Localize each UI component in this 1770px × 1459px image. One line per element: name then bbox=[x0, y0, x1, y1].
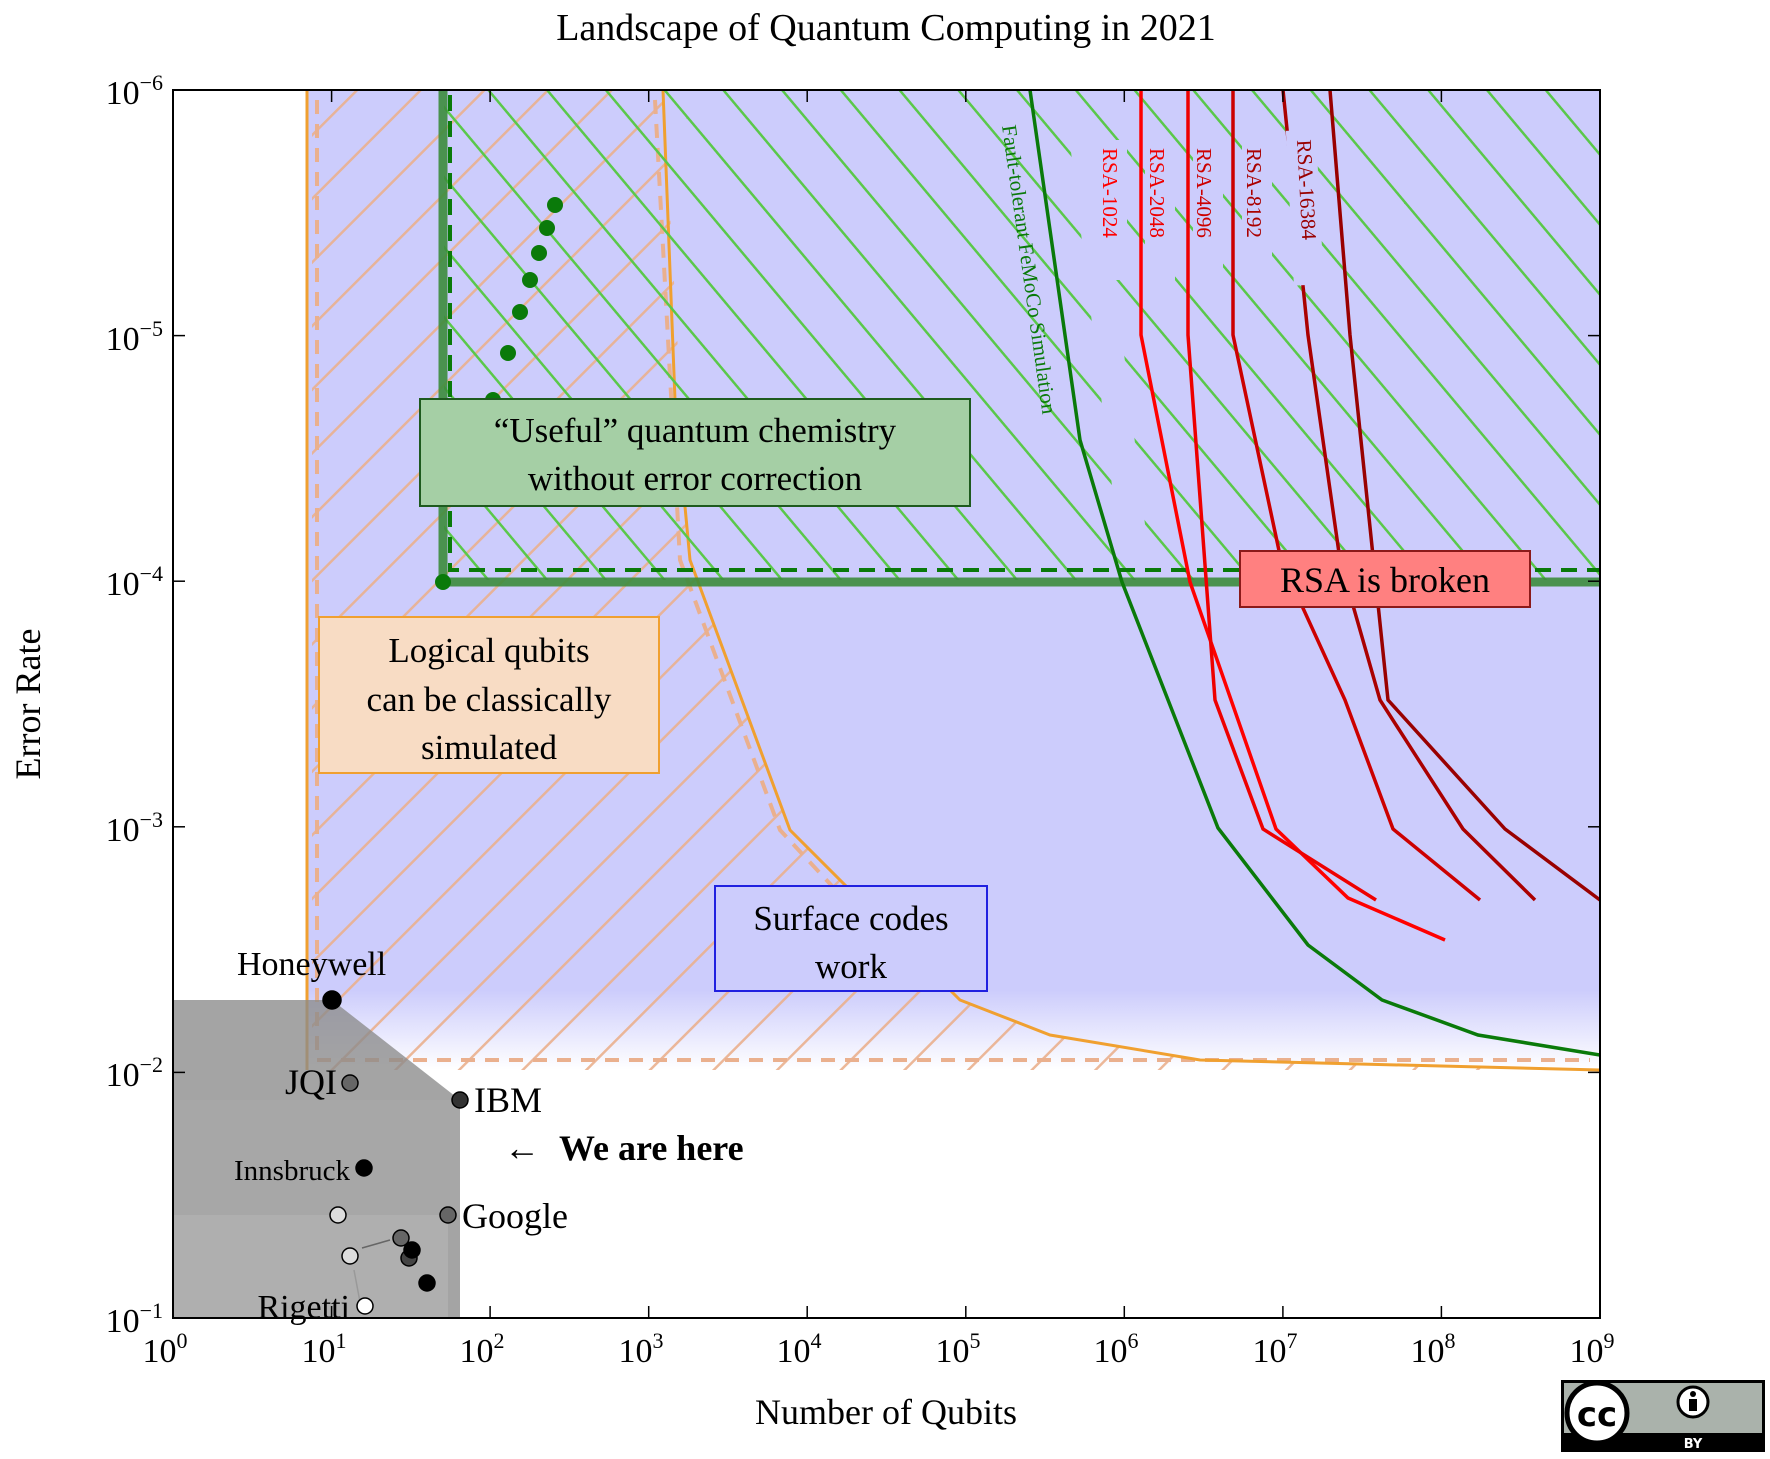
innsbruck-point bbox=[355, 1159, 373, 1177]
rigetti-point bbox=[356, 1297, 374, 1315]
we-are-here-annotation: ← We are here bbox=[504, 1128, 744, 1168]
svg-text:without error correction: without error correction bbox=[528, 459, 862, 498]
svg-text:can be classically: can be classically bbox=[367, 680, 612, 719]
honeywell-label: Honeywell bbox=[237, 946, 386, 983]
y-major-ticks bbox=[173, 334, 1600, 1074]
svg-text:“Useful” quantum chemistry: “Useful” quantum chemistry bbox=[494, 411, 897, 450]
rsa-4096-label: RSA-4096 bbox=[1192, 148, 1216, 238]
by-text: BY bbox=[1684, 1437, 1703, 1452]
svg-text:10−1: 10−1 bbox=[106, 1298, 163, 1340]
rsa-2048-label: RSA-2048 bbox=[1145, 148, 1169, 238]
ibm-label: IBM bbox=[474, 1080, 542, 1120]
rsa-8192-curve bbox=[1281, 90, 1537, 902]
useful-chemistry-label: “Useful” quantum chemistry without error… bbox=[419, 398, 971, 507]
rsa-8192-label: RSA-8192 bbox=[1242, 148, 1266, 238]
rsa-16384-label: RSA-16384 bbox=[1292, 139, 1321, 241]
rigetti-label: Rigetti bbox=[257, 1289, 350, 1326]
svg-text:10−5: 10−5 bbox=[106, 316, 163, 358]
device-point bbox=[341, 1247, 359, 1265]
svg-text:101: 101 bbox=[302, 1328, 347, 1370]
chart-title: Landscape of Quantum Computing in 2021 bbox=[556, 7, 1216, 49]
rsa-1024-label: RSA-1024 bbox=[1098, 148, 1122, 238]
svg-text:104: 104 bbox=[777, 1328, 822, 1370]
jqi-label: JQI bbox=[285, 1062, 337, 1102]
cc-by-license-badge[interactable]: cc BY bbox=[1561, 1380, 1765, 1452]
x-axis-label: Number of Qubits bbox=[755, 1392, 1017, 1432]
cc-icon bbox=[1564, 1380, 1630, 1446]
svg-text:103: 103 bbox=[619, 1328, 664, 1370]
svg-text:105: 105 bbox=[936, 1328, 981, 1370]
y-tick-labels: 10−6 10−5 10−4 10−3 10−2 10−1 bbox=[106, 70, 163, 1340]
rsa-4096-curve bbox=[1231, 90, 1482, 902]
logical-qubits-label: Logical qubits can be classically simula… bbox=[318, 616, 660, 774]
svg-text:108: 108 bbox=[1411, 1328, 1456, 1370]
y-axis-label: Error Rate bbox=[8, 629, 48, 780]
jqi-point bbox=[341, 1074, 359, 1092]
current-devices-band bbox=[173, 1100, 460, 1215]
useful-chemistry-dashed-border bbox=[448, 95, 1600, 572]
rsa-1024-curve bbox=[1139, 90, 1446, 942]
svg-text:106: 106 bbox=[1094, 1328, 1139, 1370]
google-label: Google bbox=[462, 1196, 568, 1236]
svg-text:Logical qubits: Logical qubits bbox=[388, 631, 589, 670]
device-point bbox=[418, 1274, 436, 1292]
svg-text:RSA is broken: RSA is broken bbox=[1280, 560, 1490, 600]
cc-text: cc bbox=[1577, 1395, 1617, 1435]
rsa-16384-curve bbox=[1328, 90, 1600, 902]
honeywell-point bbox=[322, 990, 342, 1010]
svg-text:10−3: 10−3 bbox=[106, 807, 163, 849]
rsa-2048-curve bbox=[1186, 90, 1377, 902]
svg-text:102: 102 bbox=[460, 1328, 505, 1370]
svg-text:10−4: 10−4 bbox=[106, 561, 163, 603]
plot-frame bbox=[172, 89, 1601, 1319]
svg-text:work: work bbox=[815, 947, 887, 986]
x-major-ticks bbox=[172, 90, 1601, 1318]
svg-text:107: 107 bbox=[1253, 1328, 1298, 1370]
innsbruck-label: Innsbruck bbox=[234, 1155, 350, 1187]
device-point bbox=[403, 1241, 421, 1259]
ibm-point bbox=[451, 1091, 469, 1109]
svg-text:109: 109 bbox=[1570, 1328, 1615, 1370]
svg-text:100: 100 bbox=[143, 1328, 188, 1370]
device-point bbox=[329, 1206, 347, 1224]
google-point bbox=[439, 1206, 457, 1224]
svg-text:10−2: 10−2 bbox=[106, 1052, 163, 1094]
rsa-broken-label: RSA is broken bbox=[1239, 550, 1531, 608]
we-are-here-text: We are here bbox=[559, 1128, 744, 1168]
x-tick-labels: 100 101 102 103 104 105 106 107 108 109 bbox=[143, 1328, 1615, 1370]
svg-text:10−6: 10−6 bbox=[106, 70, 163, 112]
device-point bbox=[392, 1229, 410, 1247]
surface-codes-label: Surface codes work bbox=[714, 885, 988, 992]
svg-text:Surface codes: Surface codes bbox=[753, 899, 948, 938]
device-points bbox=[322, 990, 469, 1315]
svg-text:simulated: simulated bbox=[421, 728, 558, 767]
femoco-curve bbox=[1028, 90, 1600, 1057]
left-arrow-icon: ← bbox=[504, 1128, 540, 1168]
